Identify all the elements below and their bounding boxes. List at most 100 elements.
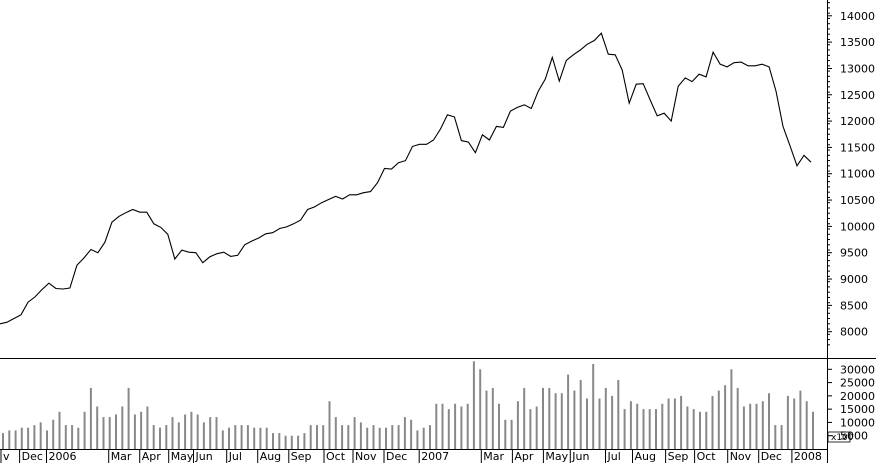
volume-bar bbox=[673, 398, 676, 449]
x-tick-label: Oct bbox=[697, 450, 717, 463]
volume-bar bbox=[165, 425, 168, 449]
volume-bar bbox=[460, 406, 463, 449]
volume-bar bbox=[265, 427, 268, 449]
volume-panel bbox=[2, 361, 814, 449]
x-tick-label: Dec bbox=[761, 450, 782, 463]
x-tick-label: Jul bbox=[228, 450, 242, 463]
price-tick-label: 11000 bbox=[840, 168, 875, 181]
volume-bar bbox=[284, 435, 287, 449]
volume-tick-label: 30000 bbox=[840, 363, 875, 376]
volume-bar bbox=[39, 422, 42, 449]
x-tick-label: Jun bbox=[571, 450, 589, 463]
volume-bar bbox=[177, 422, 180, 449]
volume-bar bbox=[755, 403, 758, 449]
volume-tick-label: 5000 bbox=[840, 430, 868, 443]
volume-bar bbox=[692, 409, 695, 449]
x-tick-label: 2008 bbox=[794, 450, 822, 463]
volume-bar bbox=[805, 401, 808, 449]
x-tick-label: Aug bbox=[260, 450, 281, 463]
price-tick-label: 10500 bbox=[840, 194, 875, 207]
volume-bar bbox=[33, 425, 36, 449]
volume-bar bbox=[341, 425, 344, 449]
volume-bar bbox=[554, 393, 557, 449]
volume-bar bbox=[504, 419, 507, 449]
volume-bar bbox=[140, 411, 143, 449]
volume-bar bbox=[573, 390, 576, 449]
volume-bar bbox=[253, 427, 256, 449]
volume-bar bbox=[127, 387, 130, 449]
volume-bar bbox=[316, 425, 318, 449]
volume-bar bbox=[648, 409, 651, 449]
volume-bar bbox=[8, 430, 11, 449]
volume-bar bbox=[548, 387, 551, 449]
price-series-line bbox=[0, 32, 812, 325]
volume-multiplier-label: x100 bbox=[831, 433, 854, 443]
volume-bar bbox=[378, 427, 381, 449]
volume-bar bbox=[485, 390, 488, 449]
volume-bar bbox=[202, 422, 205, 449]
volume-bar bbox=[359, 422, 362, 449]
volume-bar bbox=[366, 427, 369, 449]
volume-bar bbox=[686, 406, 689, 449]
volume-bar bbox=[71, 425, 74, 449]
volume-bar bbox=[516, 401, 519, 449]
volume-bar bbox=[297, 435, 300, 449]
price-axis: 8000 8500 9000 9500 10000 10500 11000 11500 1200… bbox=[827, 0, 875, 463]
volume-bar bbox=[529, 409, 532, 449]
price-tick-label: 14000 bbox=[840, 10, 875, 23]
volume-bar bbox=[403, 417, 406, 449]
volume-bar bbox=[466, 403, 469, 449]
x-tick-label: May bbox=[545, 450, 568, 463]
volume-bar bbox=[774, 425, 777, 449]
volume-bar bbox=[604, 387, 607, 449]
x-tick-label: Jul bbox=[607, 450, 621, 463]
volume-bar bbox=[711, 395, 714, 449]
volume-bar bbox=[642, 409, 645, 449]
volume-bar bbox=[215, 417, 218, 449]
volume-tick-label: 10000 bbox=[840, 416, 875, 429]
volume-bar bbox=[498, 403, 500, 449]
volume-bar bbox=[592, 364, 595, 449]
x-tick-label: Jun bbox=[195, 450, 213, 463]
volume-bar bbox=[46, 430, 48, 449]
volume-bar bbox=[146, 406, 149, 449]
volume-bar bbox=[472, 361, 475, 449]
x-tick-label: Dec bbox=[22, 450, 43, 463]
x-axis: v Dec 2006 Mar Apr May Jun Jul Aug Sep Oct Nov Dec 20… bbox=[0, 449, 827, 463]
volume-bar bbox=[347, 425, 350, 449]
volume-bar bbox=[617, 379, 620, 449]
volume-bar bbox=[272, 433, 274, 449]
x-tick-label: Nov bbox=[355, 450, 377, 463]
volume-bar bbox=[58, 411, 61, 449]
volume-bar bbox=[429, 425, 431, 449]
volume-bar bbox=[699, 411, 701, 449]
price-tick-label: 9500 bbox=[840, 247, 868, 260]
volume-bar bbox=[353, 417, 356, 449]
price-tick-label: 10000 bbox=[840, 220, 875, 233]
volume-tick-label: 20000 bbox=[840, 390, 875, 403]
volume-bar bbox=[623, 409, 626, 449]
volume-bar bbox=[246, 425, 249, 449]
volume-bar bbox=[441, 403, 444, 449]
volume-bar bbox=[611, 395, 614, 449]
volume-bar bbox=[422, 427, 425, 449]
volume-bar bbox=[560, 393, 563, 449]
volume-bar bbox=[705, 411, 708, 449]
volume-bar bbox=[83, 411, 86, 449]
x-tick-label: Apr bbox=[514, 450, 534, 463]
volume-bar bbox=[416, 430, 419, 449]
volume-bar bbox=[661, 403, 664, 449]
volume-bar bbox=[586, 398, 588, 449]
x-tick-label: Sep bbox=[668, 450, 689, 463]
volume-bar bbox=[121, 406, 124, 449]
volume-tick-label: 15000 bbox=[840, 403, 875, 416]
volume-bar bbox=[397, 425, 400, 449]
price-tick-label: 13500 bbox=[840, 36, 875, 49]
volume-bar bbox=[221, 430, 224, 449]
volume-bar bbox=[108, 417, 111, 449]
volume-bar bbox=[730, 369, 733, 449]
volume-bar bbox=[799, 390, 802, 449]
volume-bar bbox=[234, 425, 237, 449]
